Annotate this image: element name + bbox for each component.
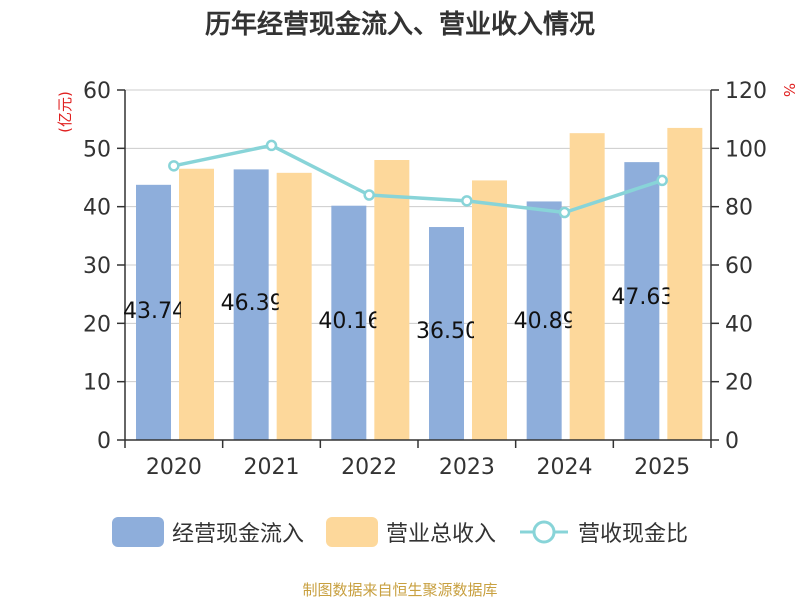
x-tick-label-2023: 2023 (439, 455, 495, 480)
x-tick-label-2024: 2024 (537, 455, 593, 480)
legend-swatch-revenue (325, 517, 378, 547)
chart-title: 历年经营现金流入、营业收入情况 (204, 10, 595, 40)
legend-label-ratio: 营收现金比 (578, 522, 689, 547)
legend-item-ratio[interactable]: 营收现金比 (518, 516, 688, 548)
y-right-tick-label-0: 0 (725, 429, 739, 454)
line-ratio (173, 143, 663, 215)
bar-revenue-2023 (472, 180, 507, 440)
bar-revenue-2021 (276, 172, 312, 441)
bar-revenue-2022 (374, 160, 410, 440)
y-left-tick-label-50: 50 (83, 137, 111, 162)
legend-swatch-cash-inflow (111, 517, 164, 547)
y-right-tick-label-120: 120 (725, 79, 767, 104)
y-right-tick-label-100: 100 (725, 137, 767, 162)
legend-label-cash-inflow: 经营现金流入 (171, 522, 304, 547)
y-right-tick-label-20: 20 (725, 371, 753, 396)
data-label-cash-inflow-2021: 46.391 (221, 291, 298, 316)
y-right-tick-label-60: 60 (725, 254, 753, 279)
point-ratio-2024 (558, 206, 571, 219)
bar-revenue-2020 (179, 168, 214, 440)
y-right-axis-label: % (780, 83, 798, 97)
data-label-cash-inflow-2020: 43.745 (123, 299, 200, 324)
bar-cash-inflow-2025 (624, 162, 660, 440)
legend-item-cash-inflow[interactable]: 经营现金流入 (111, 516, 304, 548)
y-left-axis-label: (亿元) (56, 91, 74, 133)
x-tick-label-2020: 2020 (146, 455, 202, 480)
point-ratio-2023 (461, 195, 473, 207)
y-left-tick-label-30: 30 (83, 254, 111, 279)
data-label-cash-inflow-2023: 36.509 (416, 319, 493, 344)
point-ratio-2022 (363, 189, 375, 201)
y-left-tick-label-40: 40 (83, 196, 111, 221)
bar-revenue-2025 (667, 127, 703, 441)
y-left-tick-label-20: 20 (83, 312, 111, 337)
x-tick-label-2021: 2021 (244, 455, 300, 480)
legend: 经营现金流入 营业总收入 营收现金比 (0, 516, 800, 548)
y-right-tick-label-80: 80 (725, 196, 753, 221)
point-ratio-2025 (656, 174, 668, 187)
y-right-tick-label-40: 40 (725, 312, 753, 337)
y-left-tick-label-60: 60 (83, 79, 111, 104)
x-tick-label-2025: 2025 (634, 455, 690, 480)
y-left-tick-label-10: 10 (83, 371, 111, 396)
y-left-tick-label-0: 0 (97, 429, 111, 454)
bar-revenue-2024 (569, 133, 605, 440)
source-footer: 制图数据来自恒生聚源数据库 (302, 581, 498, 599)
bar-cash-inflow-2022 (331, 205, 367, 440)
x-tick-label-2022: 2022 (341, 455, 397, 480)
bar-cash-inflow-2021 (233, 169, 269, 440)
data-label-cash-inflow-2022: 40.165 (318, 309, 395, 334)
legend-item-revenue[interactable]: 营业总收入 (325, 516, 496, 548)
legend-label-revenue: 营业总收入 (385, 522, 496, 547)
point-ratio-2021 (265, 139, 278, 152)
data-label-cash-inflow-2025: 47.636 (611, 285, 688, 310)
bar-cash-inflow-2020 (136, 184, 171, 440)
point-ratio-2020 (168, 160, 180, 172)
bar-cash-inflow-2023 (429, 227, 464, 440)
legend-line-marker-icon (520, 520, 568, 544)
data-label-cash-inflow-2024: 40.896 (514, 309, 591, 334)
bar-cash-inflow-2024 (526, 201, 562, 440)
